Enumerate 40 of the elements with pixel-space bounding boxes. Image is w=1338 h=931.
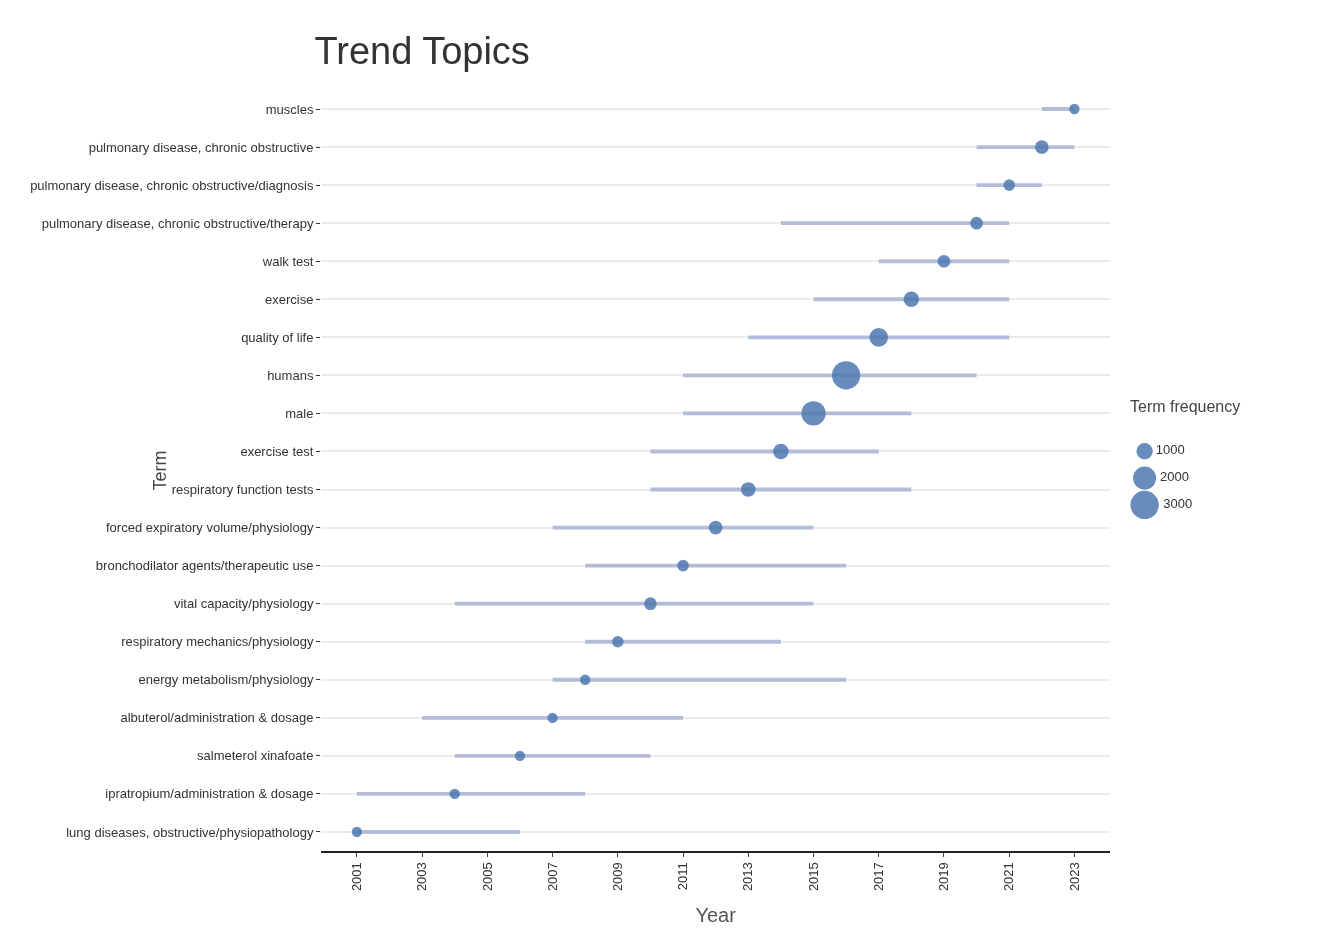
x-tick-label: 2013 — [740, 862, 756, 892]
x-tick-label: 2011 — [675, 862, 691, 891]
legend-label: 2000 — [1160, 469, 1189, 485]
y-tick-label: energy metabolism/physiology — [138, 672, 314, 688]
legend-title: Term frequency — [1130, 398, 1241, 415]
y-tick-label: ipratropium/administration & dosage — [105, 786, 314, 802]
legend-label: 3000 — [1163, 496, 1193, 512]
x-tick-label: 2009 — [610, 862, 626, 892]
x-tick-label: 2005 — [479, 862, 495, 892]
y-tick-label: exercise test — [240, 444, 314, 460]
y-tick-label: salmeterol xinafoate — [197, 748, 314, 764]
x-tick-label: 2007 — [544, 862, 560, 892]
y-tick-label: respiratory function tests — [171, 482, 314, 498]
y-tick-label: respiratory mechanics/physiology — [121, 634, 314, 650]
x-axis-title: Year — [695, 904, 737, 926]
chart-title: Trend Topics — [314, 29, 530, 72]
x-tick-label: 2017 — [870, 862, 886, 892]
y-tick-label: vital capacity/physiology — [173, 596, 314, 612]
y-tick-label: pulmonary disease, chronic obstructive/therapy — [41, 215, 314, 231]
y-tick-label: bronchodilator agents/therapeutic use — [95, 558, 314, 574]
y-tick-label: male — [285, 405, 314, 421]
y-tick-label: lung diseases, obstructive/physiopathology — [66, 824, 314, 840]
y-tick-label: muscles — [265, 101, 314, 117]
x-tick-label: 2019 — [936, 862, 952, 892]
y-tick-label: walk test — [261, 253, 314, 269]
x-tick-label: 2015 — [805, 862, 821, 892]
x-tick-label: 2003 — [414, 862, 430, 892]
y-tick-label: pulmonary disease, chronic obstructive/diagnosis — [30, 177, 314, 193]
x-tick-label: 2001 — [349, 862, 365, 892]
x-tick-label: 2023 — [1066, 862, 1082, 892]
legend-label: 1000 — [1155, 442, 1185, 458]
y-tick-label: humans — [267, 367, 314, 383]
y-tick-label: forced expiratory volume/physiology — [106, 520, 314, 536]
bar — [748, 335, 1010, 340]
y-tick-label: quality of life — [241, 329, 314, 345]
y-tick-label: albuterol/administration & dosage — [120, 710, 314, 726]
x-tick-label: 2021 — [1001, 862, 1017, 892]
y-tick-label: exercise — [264, 291, 314, 307]
y-tick-label: pulmonary disease, chronic obstructive — [88, 139, 314, 155]
y-axis-title: Term — [149, 450, 170, 491]
